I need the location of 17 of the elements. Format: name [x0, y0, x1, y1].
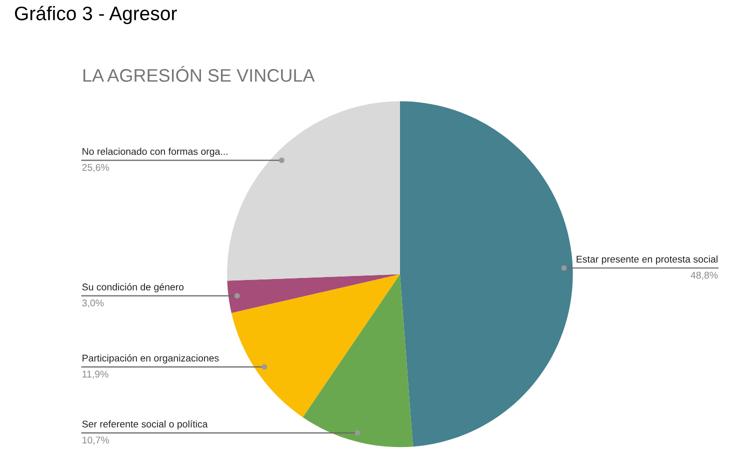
- chart-subtitle: LA AGRESIÓN SE VINCULA: [83, 66, 315, 82]
- pie-slice: [302, 274, 413, 448]
- data-label: 48,8%: [690, 272, 718, 280]
- data-label: 10,7%: [82, 436, 110, 445]
- pie-slice: [231, 274, 400, 418]
- slice-label: Participación en organizaciones: [82, 354, 219, 364]
- slice-label: No relacionado con formas orga...: [82, 148, 228, 157]
- pie-slice: [400, 101, 573, 447]
- data-label: 11,9%: [82, 370, 108, 379]
- chart-title: Gráfico 3 - Agresor: [14, 6, 177, 24]
- slice-label: Estar presente en protesta social: [576, 255, 718, 265]
- pie-slice: [227, 101, 400, 281]
- data-label: 25,6%: [82, 164, 110, 172]
- data-label: 3,0%: [82, 300, 104, 308]
- slice-label: Su condición de género: [82, 283, 184, 292]
- slice-label: Ser referente social o política: [82, 420, 208, 430]
- pie-slice: [227, 274, 400, 313]
